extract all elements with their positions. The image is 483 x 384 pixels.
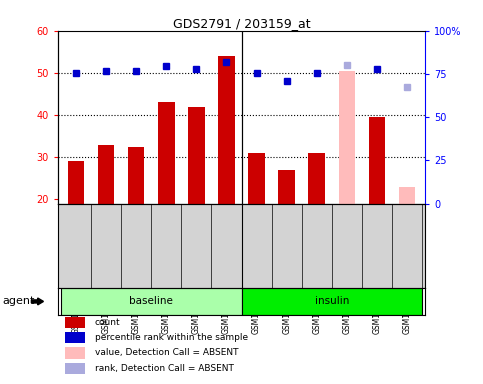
Bar [158, 103, 174, 204]
Text: percentile rank within the sample: percentile rank within the sample [95, 333, 248, 342]
Bar [218, 56, 235, 204]
Bar [65, 363, 85, 374]
Text: insulin: insulin [314, 296, 349, 306]
Text: rank, Detection Call = ABSENT: rank, Detection Call = ABSENT [95, 364, 234, 373]
Title: GDS2791 / 203159_at: GDS2791 / 203159_at [173, 17, 310, 30]
Bar [398, 187, 415, 204]
Text: baseline: baseline [129, 296, 173, 306]
Bar [61, 288, 242, 315]
Bar [242, 288, 422, 315]
Bar [65, 332, 85, 343]
Bar [339, 71, 355, 204]
Bar [128, 147, 144, 204]
Bar [309, 153, 325, 204]
Text: value, Detection Call = ABSENT: value, Detection Call = ABSENT [95, 348, 238, 358]
Bar [65, 317, 85, 328]
Bar [278, 170, 295, 204]
Bar [65, 348, 85, 359]
Text: count: count [95, 318, 120, 327]
Bar [98, 144, 114, 204]
Bar [188, 107, 205, 204]
Text: agent: agent [2, 296, 35, 306]
Bar [68, 161, 85, 204]
Bar [369, 117, 385, 204]
Bar [248, 153, 265, 204]
